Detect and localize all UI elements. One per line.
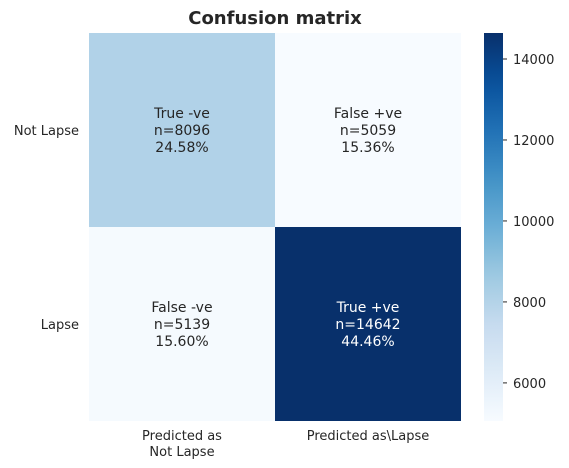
cell-annotation-r1-c0-line1: n=5139 xyxy=(154,317,210,333)
cell-annotation-r0-c1-line1: n=5059 xyxy=(340,123,396,139)
heatmap-cell-r0-c0 xyxy=(89,33,275,227)
colorbar-tick-label-1: 8000 xyxy=(513,296,546,311)
row-label-1: Lapse xyxy=(41,318,79,333)
cell-annotation-r1-c1-line1: n=14642 xyxy=(335,317,400,333)
cell-annotation-r0-c0-line1: n=8096 xyxy=(154,123,210,139)
heatmap-cell-r1-c0 xyxy=(89,227,275,421)
cell-annotation-r1-c1-line0: True +ve xyxy=(336,300,400,316)
col-label-0-line0: Predicted as xyxy=(142,429,222,444)
colorbar-tick-label-4: 14000 xyxy=(513,53,554,68)
chart-title: Confusion matrix xyxy=(188,8,362,29)
colorbar-tick-label-0: 6000 xyxy=(513,377,546,392)
cell-annotation-r0-c0-line0: True -ve xyxy=(153,106,210,122)
row-label-0: Not Lapse xyxy=(14,124,79,139)
colorbar xyxy=(484,33,503,421)
cell-annotation-r1-c0-line2: 15.60% xyxy=(155,334,208,350)
cell-annotation-r1-c0-line0: False -ve xyxy=(151,300,212,316)
colorbar-tick-label-3: 12000 xyxy=(513,134,554,149)
col-label-1-line0: Predicted as\Lapse xyxy=(307,429,430,444)
cell-annotation-r1-c1-line2: 44.46% xyxy=(341,334,394,350)
cell-annotation-r0-c1-line2: 15.36% xyxy=(341,140,394,156)
colorbar-tick-label-2: 10000 xyxy=(513,215,554,230)
cell-annotation-r0-c0-line2: 24.58% xyxy=(155,140,208,156)
heatmap-cell-r1-c1 xyxy=(275,227,461,421)
col-label-0-line1: Not Lapse xyxy=(149,445,214,460)
heatmap-cell-r0-c1 xyxy=(275,33,461,227)
cell-annotation-r0-c1-line0: False +ve xyxy=(334,106,402,122)
